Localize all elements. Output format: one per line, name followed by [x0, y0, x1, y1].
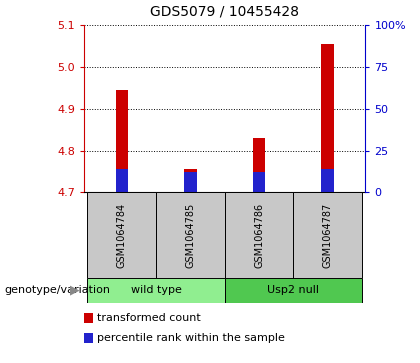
Text: ▶: ▶	[70, 284, 80, 297]
Bar	[156, 192, 225, 278]
Bar	[116, 90, 128, 192]
Text: percentile rank within the sample: percentile rank within the sample	[97, 333, 285, 343]
Text: GSM1064785: GSM1064785	[185, 203, 195, 268]
Text: GDS5079 / 10455428: GDS5079 / 10455428	[150, 4, 299, 18]
Bar	[184, 170, 197, 192]
Bar	[321, 44, 334, 192]
Bar	[225, 192, 293, 278]
Text: GSM1064784: GSM1064784	[117, 203, 127, 268]
Text: GSM1064787: GSM1064787	[323, 203, 333, 268]
Text: Usp2 null: Usp2 null	[268, 285, 319, 295]
Bar	[87, 192, 156, 278]
Bar	[116, 170, 128, 192]
Text: GSM1064786: GSM1064786	[254, 203, 264, 268]
Bar	[184, 172, 197, 192]
Bar	[253, 172, 265, 192]
Bar	[253, 138, 265, 192]
Bar	[321, 170, 334, 192]
Text: transformed count: transformed count	[97, 313, 201, 323]
Bar	[87, 278, 225, 303]
Bar	[293, 192, 362, 278]
Text: genotype/variation: genotype/variation	[4, 285, 110, 295]
Bar	[225, 278, 362, 303]
Text: wild type: wild type	[131, 285, 181, 295]
